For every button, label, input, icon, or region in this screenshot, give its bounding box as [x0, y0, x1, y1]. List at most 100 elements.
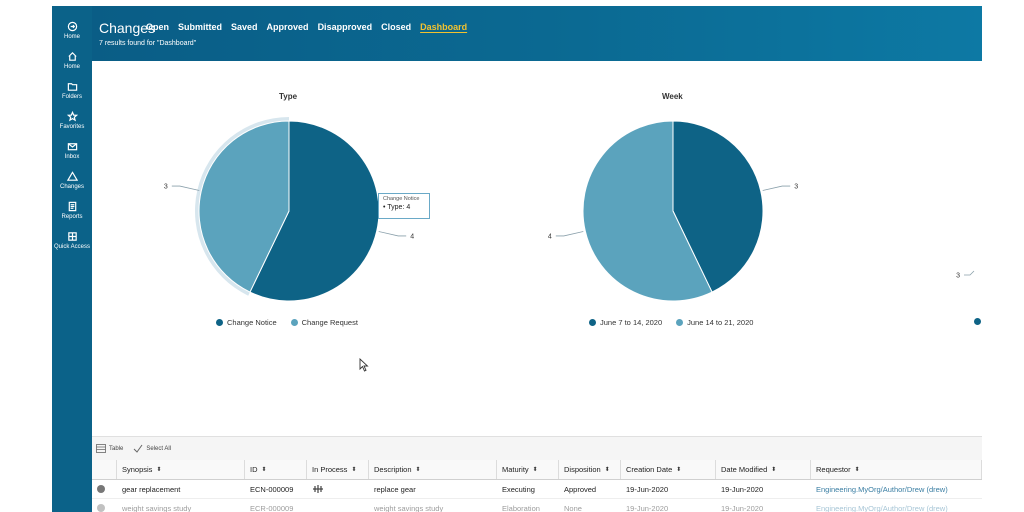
column-header-icon: [92, 460, 117, 479]
change-notice-icon: [97, 485, 105, 493]
column-header-disposition[interactable]: Disposition ⬍: [559, 460, 621, 479]
rail-item-favorites[interactable]: Favorites: [52, 108, 92, 136]
rail-label: Home: [63, 34, 80, 40]
slice-label: 3: [164, 184, 168, 191]
home-arrow-icon: [52, 19, 92, 33]
page-title: Changes: [99, 20, 156, 36]
legend-dot: [676, 319, 684, 326]
legend-label: June 14 to 21, 2020: [687, 318, 754, 327]
creation-date-cell: 19-Jun-2020: [626, 503, 669, 512]
report-icon: [52, 199, 92, 213]
pie-slice: [672, 120, 764, 293]
tab-open[interactable]: Open: [146, 22, 170, 32]
column-label: Date Modified: [721, 465, 768, 474]
tab-submitted[interactable]: Submitted: [178, 22, 223, 32]
table-row[interactable]: weight savings study ECR-000009 weight s…: [92, 499, 982, 512]
rail-item-home-top[interactable]: Home: [52, 18, 92, 46]
triangle-icon: [52, 169, 92, 183]
sort-icon: ⬍: [351, 467, 357, 473]
legend-label: June 7 to 14, 2020: [600, 318, 663, 327]
legend-dot: [589, 319, 596, 326]
date-modified-cell: 19-Jun-2020: [721, 484, 764, 494]
sort-icon: ⬍: [156, 467, 162, 473]
legend-third: [974, 318, 981, 325]
in-process-cell: [307, 480, 369, 498]
chart-tooltip: Change Notice • Type: 4: [378, 193, 430, 219]
column-label: ID: [250, 465, 258, 474]
date-modified-cell: 19-Jun-2020: [721, 503, 764, 512]
legend-item-change-notice[interactable]: Change Notice: [216, 318, 277, 327]
column-header-synopsis[interactable]: Synopsis ⬍: [117, 460, 245, 479]
column-header-date-modified[interactable]: Date Modified ⬍: [716, 460, 811, 479]
app-window: Home Home Folders Favorites Inbox Change…: [52, 6, 982, 512]
column-header-description[interactable]: Description ⬍: [369, 460, 497, 479]
table-view-label: Table: [109, 445, 124, 452]
rail-item-home[interactable]: Home: [52, 48, 92, 76]
pie-slice: [582, 120, 713, 302]
column-header-in-process[interactable]: In Process ⬍: [307, 460, 369, 479]
legend-dot: [974, 318, 981, 325]
row-type-cell: [92, 499, 117, 512]
synopsis-cell: gear replacement: [122, 484, 181, 494]
id-cell: ECR-000009: [250, 503, 294, 512]
leader-line: [964, 270, 975, 276]
legend-item-change-request[interactable]: Change Request: [290, 318, 358, 327]
rail-item-quick-access[interactable]: Quick Access: [52, 228, 92, 256]
tab-saved[interactable]: Saved: [231, 22, 258, 32]
legend-label: Change Request: [301, 318, 358, 327]
slice-label: 4: [548, 233, 552, 240]
tooltip-title: Change Notice: [383, 196, 420, 202]
chart-title-type: Type: [279, 92, 298, 101]
column-header-creation-date[interactable]: Creation Date ⬍: [621, 460, 716, 479]
sort-icon: ⬍: [771, 467, 777, 473]
rail-item-folders[interactable]: Folders: [52, 78, 92, 106]
table-view-button[interactable]: Table: [96, 444, 123, 453]
column-header-requestor[interactable]: Requestor ⬍: [811, 460, 982, 479]
sort-icon: ⬍: [415, 467, 421, 473]
tab-bar: Open Submitted Saved Approved Disapprove…: [146, 22, 467, 32]
legend-label: Change Notice: [227, 318, 277, 327]
grid-toolbar: Table Select All: [92, 436, 982, 460]
tab-dashboard[interactable]: Dashboard: [420, 22, 468, 32]
result-count: 7 results found for "Dashboard": [99, 40, 197, 47]
requestor-link[interactable]: Engineering.MyOrg/Author/Drew (drew): [816, 484, 948, 494]
legend-dot: [290, 319, 298, 326]
in-process-cell: [307, 499, 369, 512]
legend-dot: [216, 319, 223, 326]
table-header: Synopsis ⬍ ID ⬍ In Process ⬍ Description ⬍ M…: [92, 460, 982, 480]
tab-disapproved[interactable]: Disapproved: [317, 22, 373, 32]
sort-icon: ⬍: [261, 467, 267, 473]
rail-label: Inbox: [64, 154, 80, 160]
maturity-cell: Executing: [502, 484, 535, 494]
pie-charts: 4 3 3 4 3: [164, 116, 975, 302]
legend-item-week-2[interactable]: June 14 to 21, 2020: [676, 318, 753, 327]
mouse-cursor-icon: [359, 357, 369, 377]
select-all-label: Select All: [146, 445, 172, 452]
maturity-cell: Elaboration: [502, 503, 540, 512]
column-header-id[interactable]: ID ⬍: [245, 460, 307, 479]
app-rail: Home Home Folders Favorites Inbox Change…: [52, 6, 92, 512]
inbox-icon: [52, 139, 92, 153]
column-label: Synopsis: [122, 465, 153, 474]
legend-item-week-1[interactable]: June 7 to 14, 2020: [589, 318, 662, 327]
workflow-icon: [313, 485, 323, 493]
rail-item-reports[interactable]: Reports: [52, 198, 92, 226]
column-label: Creation Date: [626, 465, 673, 474]
rail-item-changes[interactable]: Changes: [52, 168, 92, 196]
tab-approved[interactable]: Approved: [266, 22, 309, 32]
select-all-button[interactable]: Select All: [133, 444, 171, 453]
description-cell: weight savings study: [374, 503, 444, 512]
id-cell: ECN-000009: [250, 484, 294, 494]
tab-closed[interactable]: Closed: [381, 22, 412, 32]
rail-label: Reports: [61, 214, 83, 220]
rail-item-inbox[interactable]: Inbox: [52, 138, 92, 166]
requestor-link[interactable]: Engineering.MyOrg/Author/Drew (drew): [816, 503, 948, 512]
table-row[interactable]: gear replacement ECN-000009 replace gear…: [92, 480, 982, 499]
star-icon: [52, 109, 92, 123]
pie-slice: [198, 120, 290, 293]
rail-label: Quick Access: [53, 244, 90, 250]
leader-line: [171, 185, 200, 191]
column-header-maturity[interactable]: Maturity ⬍: [497, 460, 559, 479]
change-request-icon: [97, 504, 105, 512]
